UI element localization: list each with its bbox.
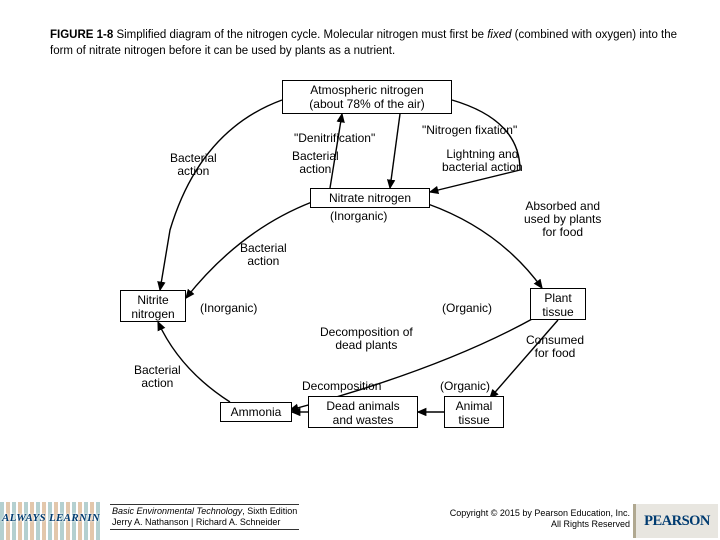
nitrogen-cycle-diagram: Atmospheric nitrogen (about 78% of the a… <box>80 70 640 490</box>
node-nitrite-nitrogen: Nitrite nitrogen <box>120 290 186 322</box>
label-denitrification: "Denitrification" <box>294 132 375 145</box>
footer-book-info: Basic Environmental Technology, Sixth Ed… <box>110 504 299 530</box>
label-bacterial-action-left: Bacterialaction <box>240 242 287 268</box>
node-plant-tissue: Plant tissue <box>530 288 586 320</box>
node-dead-animals: Dead animals and wastes <box>308 396 418 428</box>
caption-italic: fixed <box>487 29 511 41</box>
label-bacterial-action-mid: Bacterialaction <box>292 150 339 176</box>
node-atmospheric-nitrogen: Atmospheric nitrogen (about 78% of the a… <box>282 80 452 114</box>
always-learning-badge: ALWAYS LEARNING <box>0 502 100 540</box>
label-absorbed: Absorbed andused by plantsfor food <box>524 200 601 240</box>
footer-copyright: Copyright © 2015 by Pearson Education, I… <box>450 508 630 530</box>
label-bacterial-action-top-left: Bacterialaction <box>170 152 217 178</box>
label-inorganic-1: (Inorganic) <box>330 210 387 223</box>
label-nitrogen-fixation: "Nitrogen fixation" <box>422 124 517 137</box>
label-organic-right: (Organic) <box>442 302 492 315</box>
figure-caption: FIGURE 1-8 Simplified diagram of the nit… <box>50 28 700 59</box>
pearson-logo: PEARSON <box>633 504 718 538</box>
label-bacterial-action-bl: Bacterialaction <box>134 364 181 390</box>
label-inorganic-2: (Inorganic) <box>200 302 257 315</box>
label-consumed: Consumedfor food <box>526 334 584 360</box>
node-animal-tissue: Animal tissue <box>444 396 504 428</box>
label-organic-bottom: (Organic) <box>440 380 490 393</box>
label-lightning-bacterial: Lightning andbacterial action <box>442 148 523 174</box>
label-decomp-plants: Decomposition ofdead plants <box>320 326 413 352</box>
node-ammonia: Ammonia <box>220 402 292 422</box>
label-decomposition: Decomposition <box>302 380 381 393</box>
node-nitrate-nitrogen: Nitrate nitrogen <box>310 188 430 208</box>
figure-number: FIGURE 1-8 <box>50 29 113 41</box>
page-footer: ALWAYS LEARNING Basic Environmental Tech… <box>0 504 720 540</box>
